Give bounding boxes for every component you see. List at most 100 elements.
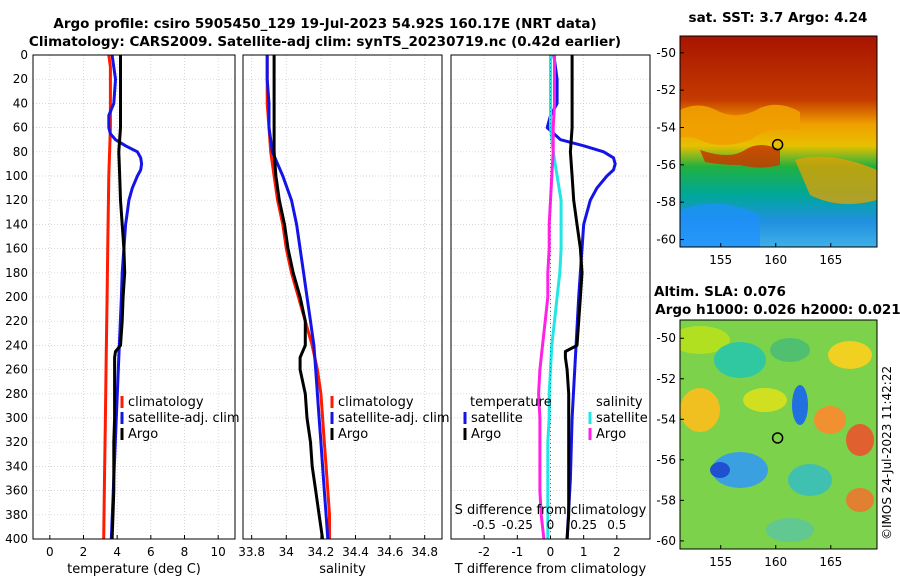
profile-panels: 0 2 4 6 8 10020406080100120140160180200220240… <box>5 48 651 577</box>
legend-label-climatology: climatology <box>128 395 204 410</box>
temperature-legend: climatology satellite-adj. clim Argo <box>120 395 240 442</box>
series-line-argo <box>110 55 127 540</box>
sst-argo-location-marker <box>771 138 784 151</box>
x-tick-label: -1 <box>511 545 523 559</box>
x-tick-label: 34.4 <box>342 545 369 559</box>
sla-map-frame <box>679 319 878 550</box>
map-x-tick-label: 165 <box>819 555 842 569</box>
x-tick-label: 2 <box>613 545 621 559</box>
map-y-tick-label: -58 <box>656 493 676 507</box>
panel-frame <box>242 54 443 540</box>
map-y-tick-label: -58 <box>656 195 676 209</box>
sla-patch <box>846 424 874 456</box>
legend-label-climatology: climatology <box>338 395 414 410</box>
series-line-argo <box>272 55 325 540</box>
series-line-s-argo <box>537 55 556 540</box>
difference-legend: temperature satellite Argo salinity sate… <box>463 395 648 442</box>
x-axis-label: salinity <box>319 562 366 577</box>
series-line-satellite-adj-clim <box>107 54 144 540</box>
x-tick-label: 34 <box>279 545 294 559</box>
legend-title-temperature: temperature <box>470 395 552 410</box>
series-line-satellite-adj-clim <box>265 55 330 540</box>
x-tick-label: 33.8 <box>238 545 265 559</box>
x-tick-label: 4 <box>113 545 121 559</box>
x-tick-label: 0 <box>547 545 555 559</box>
difference-profile: -2 -1 0 1 2 -0.5 -0.25 0 0.25 0.5S difference fro… <box>450 54 651 577</box>
map-y-tick-label: -52 <box>656 83 676 97</box>
x-tick-label: 2 <box>80 545 88 559</box>
y-tick-label: 300 <box>5 411 28 425</box>
y-tick-label: 80 <box>13 145 28 159</box>
figure-title-line1: Argo profile: csiro 5905450_129 19-Jul-2… <box>53 16 596 32</box>
y-tick-label: 120 <box>5 193 28 207</box>
sst-front <box>700 145 780 168</box>
x-tick-label: 34.8 <box>411 545 438 559</box>
panel-frame <box>450 54 651 540</box>
sla-argo-location-marker <box>771 432 784 444</box>
y-tick-label: 320 <box>5 435 28 449</box>
series-line-t-argo <box>563 55 584 540</box>
legend-label-t-argo: Argo <box>471 427 501 442</box>
x-tick-label: 10 <box>211 545 226 559</box>
map-y-tick-label: -54 <box>656 120 676 134</box>
sst-warm-patch <box>680 104 800 145</box>
legend-label-satellite: satellite-adj. clim <box>338 411 450 426</box>
x-tick-label: 6 <box>147 545 155 559</box>
legend-title-salinity: salinity <box>596 395 643 410</box>
y-tick-label: 40 <box>13 96 28 110</box>
sla-patch <box>788 464 832 496</box>
legend-label-t-satellite: satellite <box>471 411 523 426</box>
y-tick-label: 20 <box>13 72 28 86</box>
legend-label-s-argo: Argo <box>596 427 626 442</box>
x-tick-label: 1 <box>580 545 588 559</box>
y-tick-label: 160 <box>5 242 28 256</box>
sst-cold-patch <box>680 203 760 247</box>
legend-label-s-satellite: satellite <box>596 411 648 426</box>
map-y-tick-label: -56 <box>656 158 676 172</box>
y-tick-label: 240 <box>5 338 28 352</box>
sst-map: sat. SST: 3.7 Argo: 4.24 155 160 165 -50 -52… <box>656 10 878 267</box>
legend-label-argo: Argo <box>128 427 158 442</box>
y-tick-label: 280 <box>5 387 28 401</box>
y-tick-label: 100 <box>5 169 28 183</box>
sla-patch <box>743 388 787 412</box>
sla-patch <box>770 338 810 362</box>
sla-patch <box>814 406 846 434</box>
legend-label-satellite: satellite-adj. clim <box>128 411 240 426</box>
y-tick-label: 380 <box>5 508 28 522</box>
s-tick-label: -0.5 <box>472 518 495 532</box>
map-x-tick-label: 165 <box>819 253 842 267</box>
sla-patch <box>680 326 730 354</box>
s-tick-label: 0.5 <box>607 518 626 532</box>
sla-patch <box>846 488 874 512</box>
sla-patch <box>792 385 808 425</box>
s-tick-label: 0 <box>547 518 555 532</box>
s-tick-label: -0.25 <box>502 518 533 532</box>
s-axis-label: S difference from climatology <box>455 503 647 518</box>
map-x-tick-label: 155 <box>709 253 732 267</box>
sla-patch <box>714 342 766 378</box>
y-tick-label: 340 <box>5 459 28 473</box>
figure-title-line2: Climatology: CARS2009. Satellite-adj cli… <box>29 34 621 50</box>
sla-patch <box>766 518 814 542</box>
legend-label-argo: Argo <box>338 427 368 442</box>
y-tick-label: 400 <box>5 532 28 546</box>
sla-patch <box>710 462 730 478</box>
map-x-tick-label: 160 <box>764 555 787 569</box>
y-tick-label: 0 <box>20 48 28 62</box>
x-axis-label: temperature (deg C) <box>67 562 201 577</box>
series-line-climatology <box>102 54 112 540</box>
sst-map-title: sat. SST: 3.7 Argo: 4.24 <box>689 10 868 26</box>
imos-timestamp: ©IMOS 24-Jul-2023 11:42:22 <box>880 366 894 540</box>
map-y-tick-label: -60 <box>656 233 676 247</box>
map-y-tick-label: -54 <box>656 412 676 426</box>
sst-warm-east <box>795 156 877 204</box>
salinity-legend: climatology satellite-adj. clim Argo <box>330 395 450 442</box>
series-line-s-satellite <box>546 55 563 539</box>
x-tick-label: 34.2 <box>308 545 335 559</box>
map-y-tick-label: -52 <box>656 372 676 386</box>
sla-map-title-line2: Argo h1000: 0.026 h2000: 0.021 <box>655 302 900 318</box>
y-tick-label: 140 <box>5 217 28 231</box>
sla-map-axes: 155 160 165 -50 -52 -54 -56 -58 -60 <box>656 331 842 569</box>
